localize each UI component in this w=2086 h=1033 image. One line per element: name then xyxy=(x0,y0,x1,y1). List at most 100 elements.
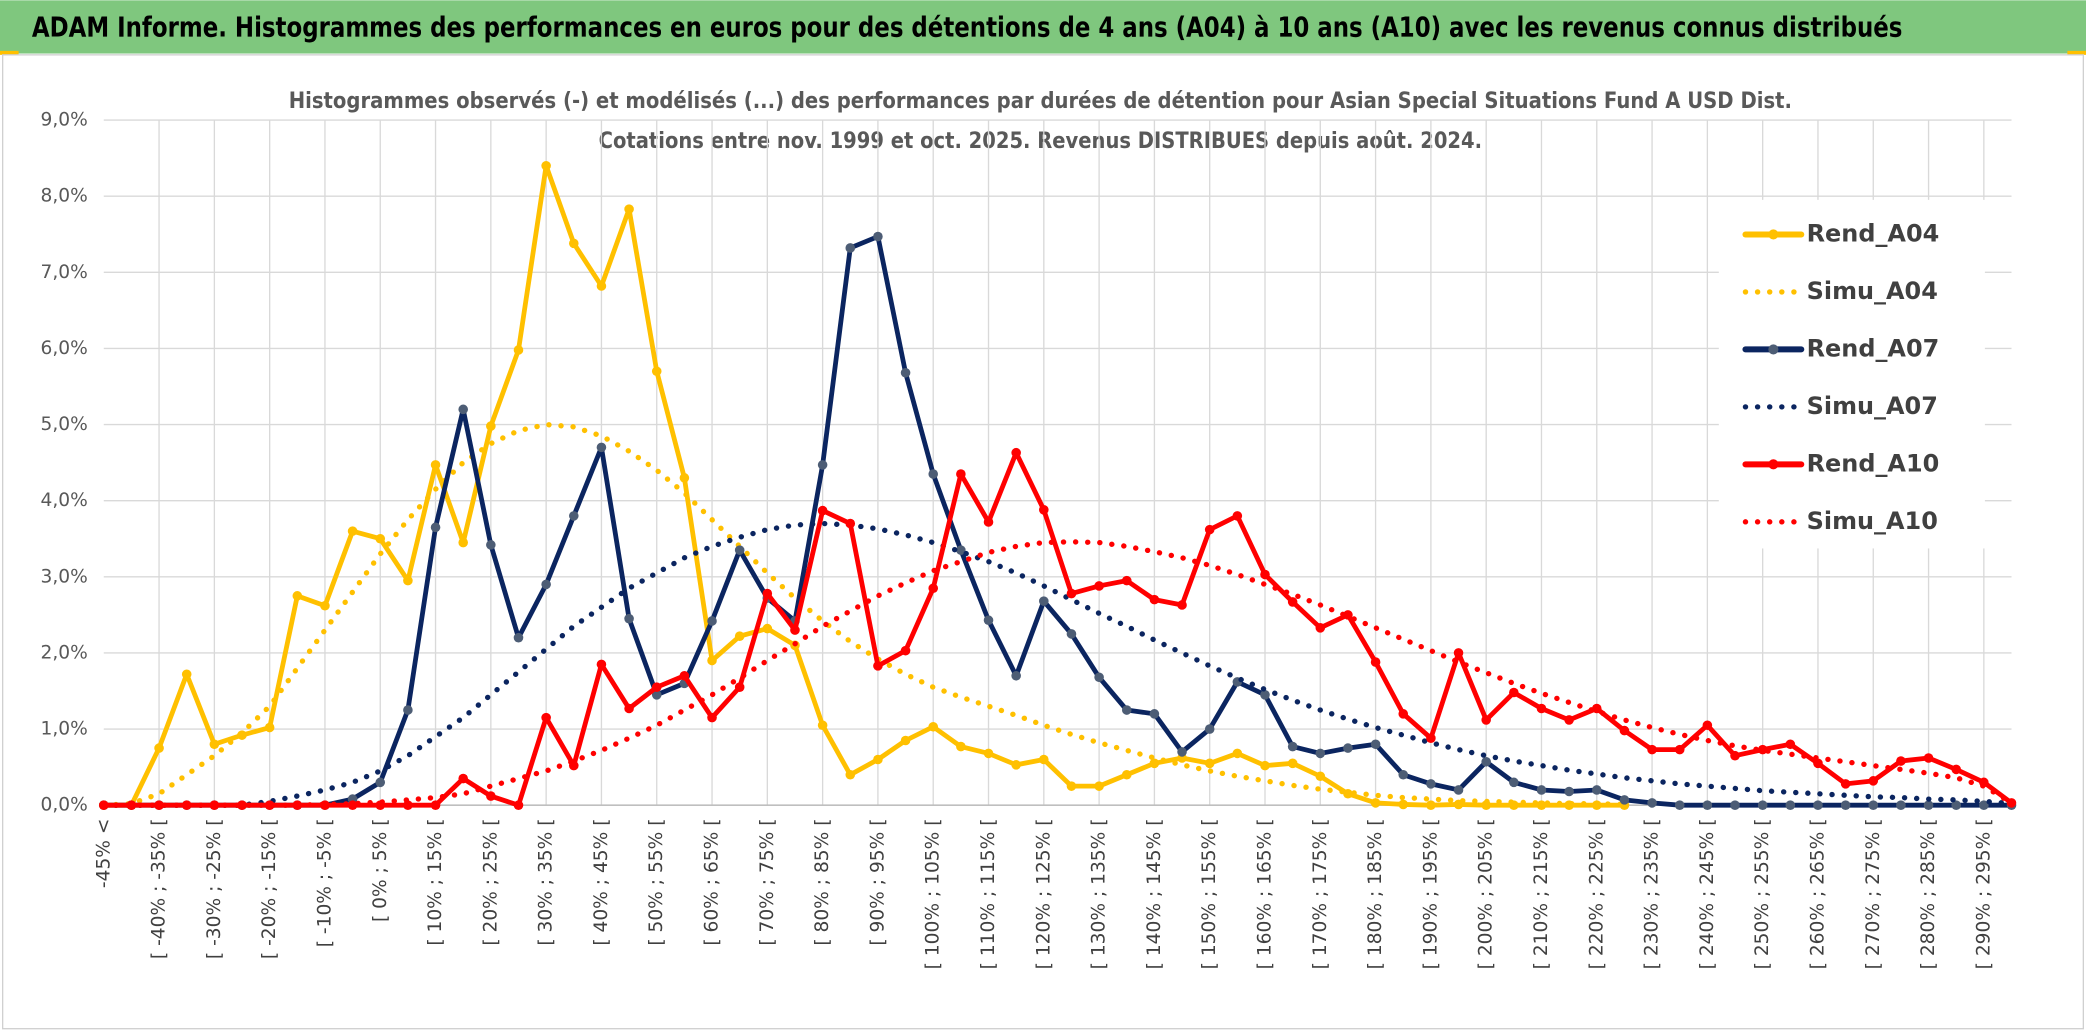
data-point xyxy=(1840,779,1851,789)
data-point xyxy=(707,616,717,626)
data-point xyxy=(2006,798,2017,808)
model-line xyxy=(101,520,2015,808)
data-point xyxy=(1536,703,1547,714)
data-point xyxy=(541,712,551,723)
x-tick-label: [ 70% ; 75% [ xyxy=(757,818,778,945)
legend-label: Rend_A04 xyxy=(1807,219,1940,247)
x-tick-label: [ 120% ; 125% [ xyxy=(1033,818,1054,969)
data-point xyxy=(1453,785,1464,795)
data-point xyxy=(513,632,524,643)
data-point xyxy=(928,583,939,594)
data-point xyxy=(1039,505,1049,515)
data-point xyxy=(1619,795,1630,805)
data-point xyxy=(1370,657,1381,667)
data-point xyxy=(873,754,883,765)
x-tick-label: [ 180% ; 185% [ xyxy=(1365,818,1386,969)
data-point xyxy=(1536,800,1547,810)
data-point xyxy=(1426,733,1436,743)
data-point xyxy=(1896,756,1906,766)
data-point xyxy=(403,705,413,715)
data-point xyxy=(1149,758,1160,769)
data-point xyxy=(1398,709,1409,719)
data-point xyxy=(956,545,966,555)
data-point xyxy=(1094,581,1104,591)
data-point xyxy=(430,522,441,533)
data-point xyxy=(1979,800,1989,810)
data-point xyxy=(1730,800,1740,810)
data-point xyxy=(1536,785,1547,795)
x-tick-label: [ 170% ; 175% [ xyxy=(1310,818,1331,969)
data-point xyxy=(513,800,524,810)
x-tick-label: [ 130% ; 135% [ xyxy=(1089,818,1110,969)
data-point xyxy=(1923,800,1934,810)
data-point xyxy=(375,777,386,788)
x-tick-label: [ -30% ; -25% [ xyxy=(204,818,225,959)
y-tick-label: 9,0% xyxy=(41,110,88,131)
data-point xyxy=(541,160,551,171)
legend-marker xyxy=(1768,344,1779,355)
data-point xyxy=(458,773,468,784)
data-point xyxy=(1564,786,1574,797)
data-point xyxy=(790,625,800,635)
data-point xyxy=(900,368,911,378)
x-tick-label: [ 80% ; 85% [ xyxy=(812,818,833,945)
x-tick-label: [ 30% ; 35% [ xyxy=(536,818,557,945)
x-tick-label: [ 60% ; 65% [ xyxy=(702,818,723,945)
data-point xyxy=(1287,597,1298,607)
chart-subtitle: Cotations entre nov. 1999 et oct. 2025. … xyxy=(599,128,1482,154)
data-point xyxy=(734,545,745,555)
data-point xyxy=(928,469,939,479)
data-point xyxy=(707,655,717,666)
data-line xyxy=(101,450,2014,808)
data-point xyxy=(430,460,441,470)
data-point xyxy=(734,682,745,692)
data-point xyxy=(956,469,966,479)
data-point xyxy=(1951,764,1961,775)
data-point xyxy=(651,682,662,692)
data-point xyxy=(1426,779,1436,789)
header-bar xyxy=(0,0,2086,54)
data-point xyxy=(1204,758,1215,769)
data-point xyxy=(845,769,856,780)
data-point xyxy=(983,517,994,527)
data-point xyxy=(154,743,164,753)
data-point xyxy=(1702,720,1713,731)
data-point xyxy=(1011,447,1021,458)
data-point xyxy=(1177,747,1187,757)
data-point xyxy=(1674,800,1685,810)
x-tick-label: [ -10% ; -5% [ xyxy=(314,818,335,947)
data-point xyxy=(486,421,496,431)
x-tick-label: [ 140% ; 145% [ xyxy=(1144,818,1165,969)
x-tick-label: [ 270% ; 275% [ xyxy=(1863,818,1884,969)
data-point xyxy=(596,442,607,453)
data-point xyxy=(1039,596,1049,606)
data-point xyxy=(1757,744,1768,755)
data-point xyxy=(762,588,773,599)
x-tick-label: [ 190% ; 195% [ xyxy=(1420,818,1441,969)
data-point xyxy=(1370,798,1381,808)
data-point xyxy=(347,800,358,810)
y-tick-label: 0,0% xyxy=(41,795,88,816)
data-point xyxy=(1730,750,1740,761)
data-point xyxy=(1287,758,1298,769)
data-point xyxy=(264,722,275,733)
y-tick-label: 5,0% xyxy=(41,414,88,435)
data-point xyxy=(1149,594,1160,605)
data-point xyxy=(928,721,939,732)
data-point xyxy=(900,645,911,656)
data-point xyxy=(1011,670,1021,681)
x-tick-label: [ 230% ; 235% [ xyxy=(1642,818,1663,969)
data-point xyxy=(1481,715,1491,725)
data-point xyxy=(624,703,634,714)
data-point xyxy=(209,739,220,750)
data-point xyxy=(679,473,690,483)
data-point xyxy=(375,533,386,544)
legend-marker xyxy=(1768,459,1779,470)
chart-frame xyxy=(1,54,2085,1030)
data-point xyxy=(1121,575,1132,586)
data-point xyxy=(568,238,579,249)
legend-label: Simu_A10 xyxy=(1807,507,1938,535)
data-point xyxy=(1647,744,1657,755)
x-tick-label: [ 90% ; 95% [ xyxy=(867,818,888,945)
